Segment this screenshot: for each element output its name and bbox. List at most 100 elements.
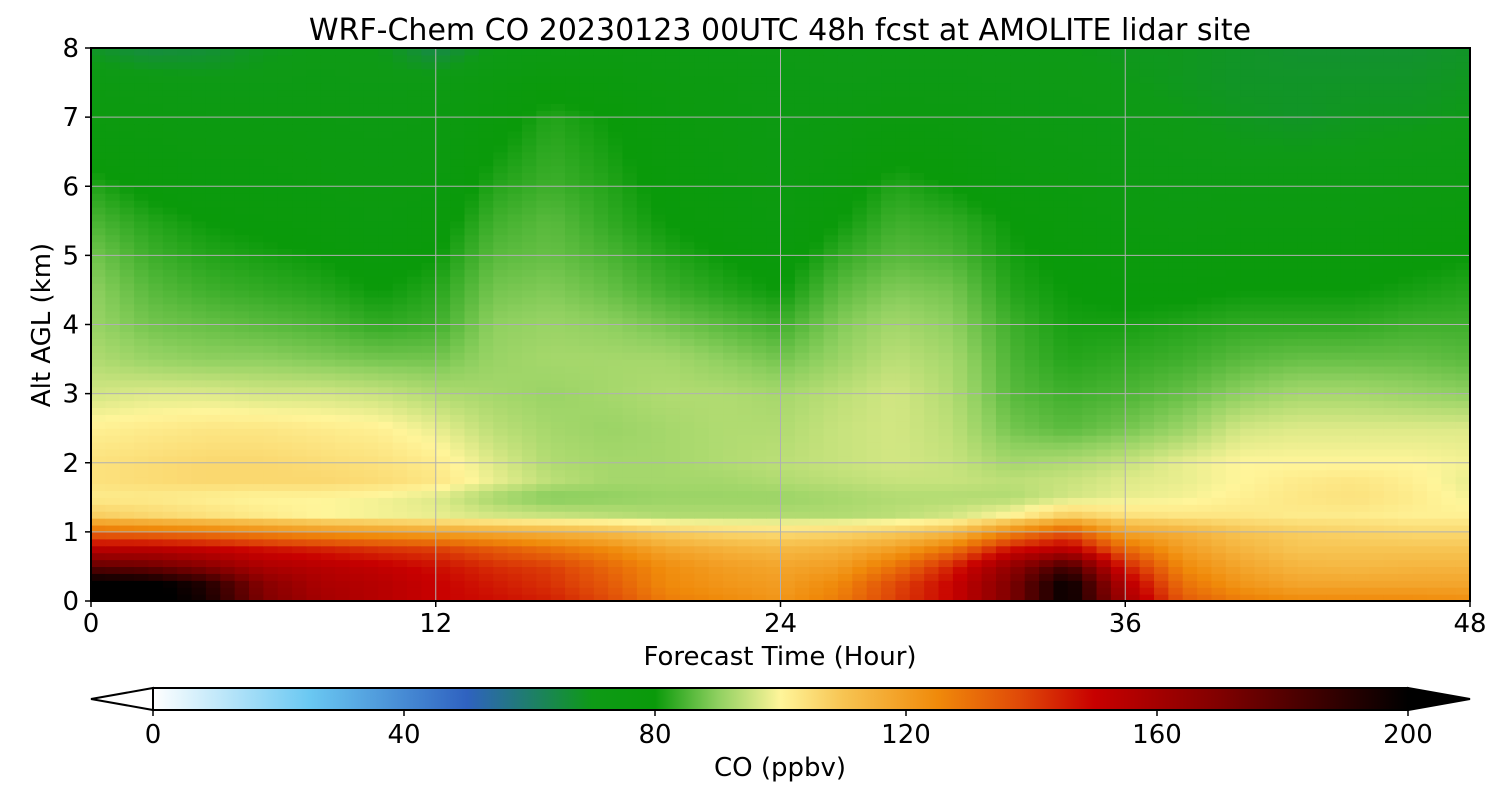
heatmap-cell — [205, 497, 221, 505]
heatmap-cell — [881, 248, 897, 256]
heatmap-cell — [292, 317, 308, 326]
heatmap-cell — [493, 538, 509, 547]
heatmap-cell — [1225, 455, 1241, 464]
heatmap-cell — [349, 393, 365, 402]
heatmap-cell — [823, 531, 839, 540]
heatmap-cell — [306, 435, 322, 443]
heatmap-cell — [450, 587, 466, 595]
heatmap-cell — [378, 483, 394, 491]
heatmap-cell — [995, 269, 1011, 277]
heatmap-cell — [134, 538, 150, 547]
heatmap-cell — [593, 573, 609, 581]
heatmap-cell — [277, 594, 293, 601]
heatmap-cell — [536, 248, 552, 256]
heatmap-cell — [967, 407, 983, 415]
heatmap-cell — [751, 538, 767, 547]
heatmap-cell — [349, 511, 365, 519]
heatmap-cell — [1096, 248, 1112, 256]
heatmap-cell — [450, 552, 466, 561]
heatmap-cell — [665, 566, 681, 574]
heatmap-cell — [1225, 296, 1241, 305]
heatmap-cell — [665, 262, 681, 270]
heatmap-cell — [435, 338, 451, 346]
heatmap-cell — [536, 407, 552, 415]
heatmap-cell — [1326, 448, 1342, 457]
heatmap-cell — [622, 545, 638, 554]
heatmap-cell — [464, 421, 480, 429]
heatmap-cell — [1240, 594, 1256, 601]
heatmap-cell — [335, 421, 351, 429]
heatmap-cell — [536, 538, 552, 547]
heatmap-cell — [363, 476, 379, 485]
heatmap-cell — [1010, 524, 1026, 533]
heatmap-cell — [938, 428, 954, 436]
heatmap-cell — [521, 442, 537, 450]
heatmap-cell — [751, 255, 767, 263]
heatmap-cell — [895, 407, 911, 415]
heatmap-cell — [1110, 255, 1126, 263]
heatmap-cell — [909, 241, 925, 250]
heatmap-cell — [708, 345, 724, 353]
heatmap-cell — [1082, 490, 1098, 498]
heatmap-cell — [938, 365, 954, 374]
heatmap-cell — [995, 462, 1011, 471]
heatmap-cell — [1383, 524, 1399, 533]
heatmap-cell — [938, 448, 954, 457]
heatmap-cell — [1297, 587, 1313, 595]
heatmap-cell — [1383, 483, 1399, 491]
heatmap-cell — [967, 400, 983, 409]
heatmap-cell — [550, 483, 566, 491]
heatmap-cell — [220, 400, 236, 409]
heatmap-cell — [723, 345, 738, 353]
heatmap-cell — [837, 538, 853, 547]
heatmap-cell — [794, 518, 810, 526]
heatmap-cell — [751, 435, 767, 443]
heatmap-cell — [392, 531, 408, 540]
heatmap-cell — [995, 566, 1011, 574]
heatmap-cell — [636, 365, 652, 374]
heatmap-cell — [320, 296, 336, 305]
heatmap-cell — [134, 407, 150, 415]
heatmap-cell — [1024, 296, 1040, 305]
heatmap-cell — [565, 365, 580, 374]
heatmap-cell — [579, 573, 595, 581]
heatmap-cell — [952, 345, 968, 353]
heatmap-cell — [292, 365, 308, 374]
heatmap-cell — [1096, 345, 1112, 353]
heatmap-cell — [909, 580, 925, 588]
heatmap-cell — [148, 393, 164, 402]
heatmap-cell — [579, 372, 595, 381]
heatmap-cell — [450, 497, 466, 505]
heatmap-cell — [277, 255, 293, 263]
heatmap-cell — [708, 435, 724, 443]
heatmap-cell — [881, 241, 897, 250]
heatmap-cell — [450, 262, 466, 270]
heatmap-cell — [780, 365, 796, 374]
heatmap-cell — [1426, 303, 1442, 312]
heatmap-cell — [1254, 518, 1270, 526]
heatmap-cell — [751, 303, 767, 312]
heatmap-cell — [679, 289, 695, 298]
heatmap-cell — [1426, 276, 1442, 284]
heatmap-cell — [478, 587, 494, 595]
heatmap-cell — [162, 400, 178, 409]
heatmap-cell — [852, 573, 868, 581]
heatmap-cell — [1240, 379, 1256, 388]
heatmap-cell — [1139, 421, 1155, 429]
heatmap-cell — [852, 365, 868, 374]
heatmap-cell — [651, 400, 667, 409]
heatmap-cell — [521, 296, 537, 305]
heatmap-cell — [277, 317, 293, 326]
heatmap-cell — [1268, 283, 1284, 291]
heatmap-cell — [1340, 587, 1356, 595]
heatmap-cell — [1125, 269, 1141, 277]
heatmap-cell — [823, 289, 839, 298]
heatmap-cell — [1455, 455, 1470, 464]
heatmap-cell — [766, 455, 782, 464]
heatmap-cell — [780, 289, 796, 298]
heatmap-cell — [995, 359, 1011, 367]
heatmap-cell — [1182, 248, 1198, 256]
heatmap-cell — [924, 504, 940, 512]
heatmap-cell — [938, 552, 954, 561]
heatmap-cell — [1168, 331, 1184, 339]
